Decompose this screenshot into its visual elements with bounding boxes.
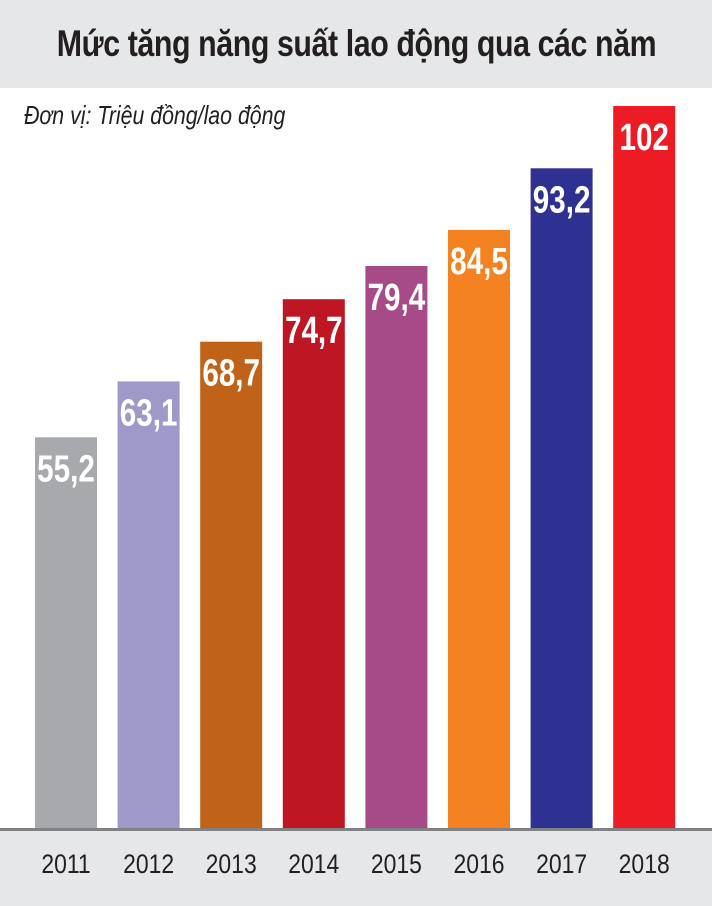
x-tick-label-2014: 2014 [288,849,339,879]
unit-label: Đơn vị: Triệu đồng/lao động [24,100,286,130]
bar-2017 [530,168,593,829]
x-tick-label-2013: 2013 [206,849,257,879]
bars-group [35,106,676,829]
x-tick-label-2016: 2016 [453,849,504,879]
title-bar: Mức tăng năng suất lao động qua các năm [0,0,712,88]
bar-2016 [448,229,510,828]
bar-2018 [613,106,676,828]
baseline [0,828,712,831]
value-label-2016: 84,5 [450,240,508,282]
value-label-2018: 102 [619,117,668,159]
value-label-2014: 74,7 [285,310,343,352]
bar-2014 [282,299,345,828]
value-label-2013: 68,7 [202,352,260,394]
value-label-2017: 93,2 [533,179,591,221]
x-axis-labels-group: 2011 2012 2013 2014 2015 2016 2017 2018 [41,849,669,879]
bar-2015 [365,266,428,828]
bar-2012 [117,381,180,828]
value-label-2012: 63,1 [120,392,178,434]
x-tick-label-2018: 2018 [619,849,670,879]
x-tick-label-2012: 2012 [123,849,174,879]
bar-2011 [35,437,97,828]
value-labels-group: 55,2 63,1 68,7 74,7 79,4 84,5 93,2 102 [37,117,669,491]
x-tick-label-2011: 2011 [41,849,90,879]
bar-2013 [200,341,263,828]
value-label-2011: 55,2 [37,448,95,490]
x-tick-label-2017: 2017 [536,849,587,879]
value-label-2015: 79,4 [368,277,426,319]
x-tick-label-2015: 2015 [371,849,422,879]
chart-title: Mức tăng năng suất lao động qua các năm [56,23,656,64]
